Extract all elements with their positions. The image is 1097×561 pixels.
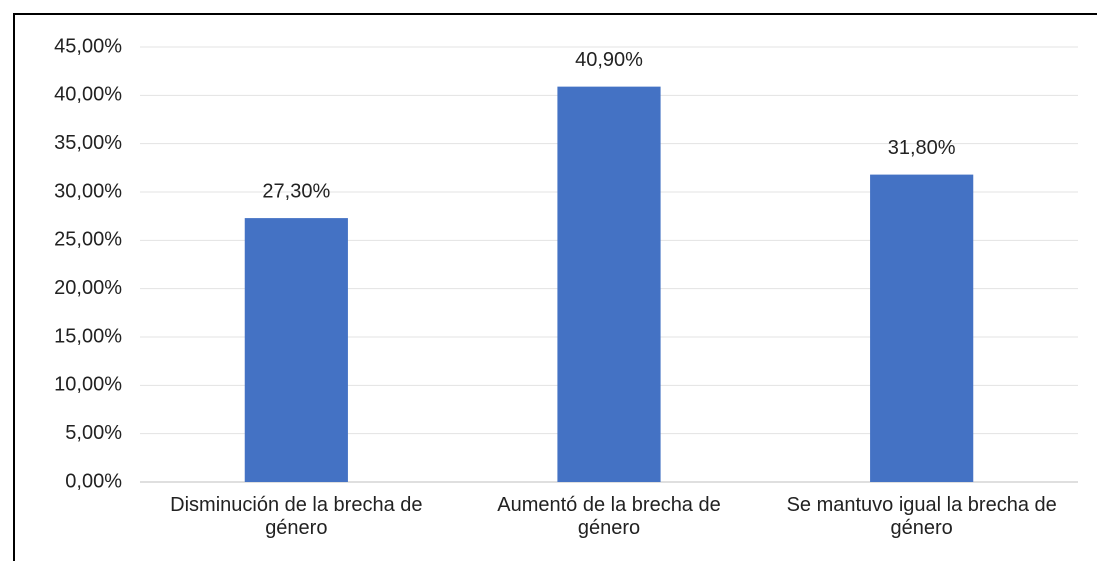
y-tick-label: 40,00% bbox=[54, 84, 122, 106]
y-tick-label: 30,00% bbox=[54, 180, 122, 202]
y-tick-label: 15,00% bbox=[54, 325, 122, 347]
x-tick-label: Aumentó de la brecha de género bbox=[497, 494, 721, 539]
bar bbox=[557, 86, 661, 482]
y-tick-label: 5,00% bbox=[65, 422, 122, 444]
y-tick-label: 0,00% bbox=[65, 470, 122, 492]
bar bbox=[244, 218, 348, 482]
y-tick-label: 10,00% bbox=[54, 374, 122, 396]
y-tick-label: 35,00% bbox=[54, 132, 122, 154]
value-label: 27,30% bbox=[262, 180, 330, 202]
y-tick-label: 20,00% bbox=[54, 277, 122, 299]
value-label: 31,80% bbox=[888, 137, 956, 159]
bar bbox=[870, 174, 974, 482]
y-tick-label: 25,00% bbox=[54, 229, 122, 251]
x-tick-label: Se mantuvo igual la brecha de género bbox=[786, 494, 1057, 539]
chart-frame bbox=[13, 13, 1097, 561]
value-label: 40,90% bbox=[575, 49, 643, 71]
y-tick-label: 45,00% bbox=[54, 35, 122, 57]
x-tick-label: Disminución de la brecha de género bbox=[170, 494, 423, 539]
